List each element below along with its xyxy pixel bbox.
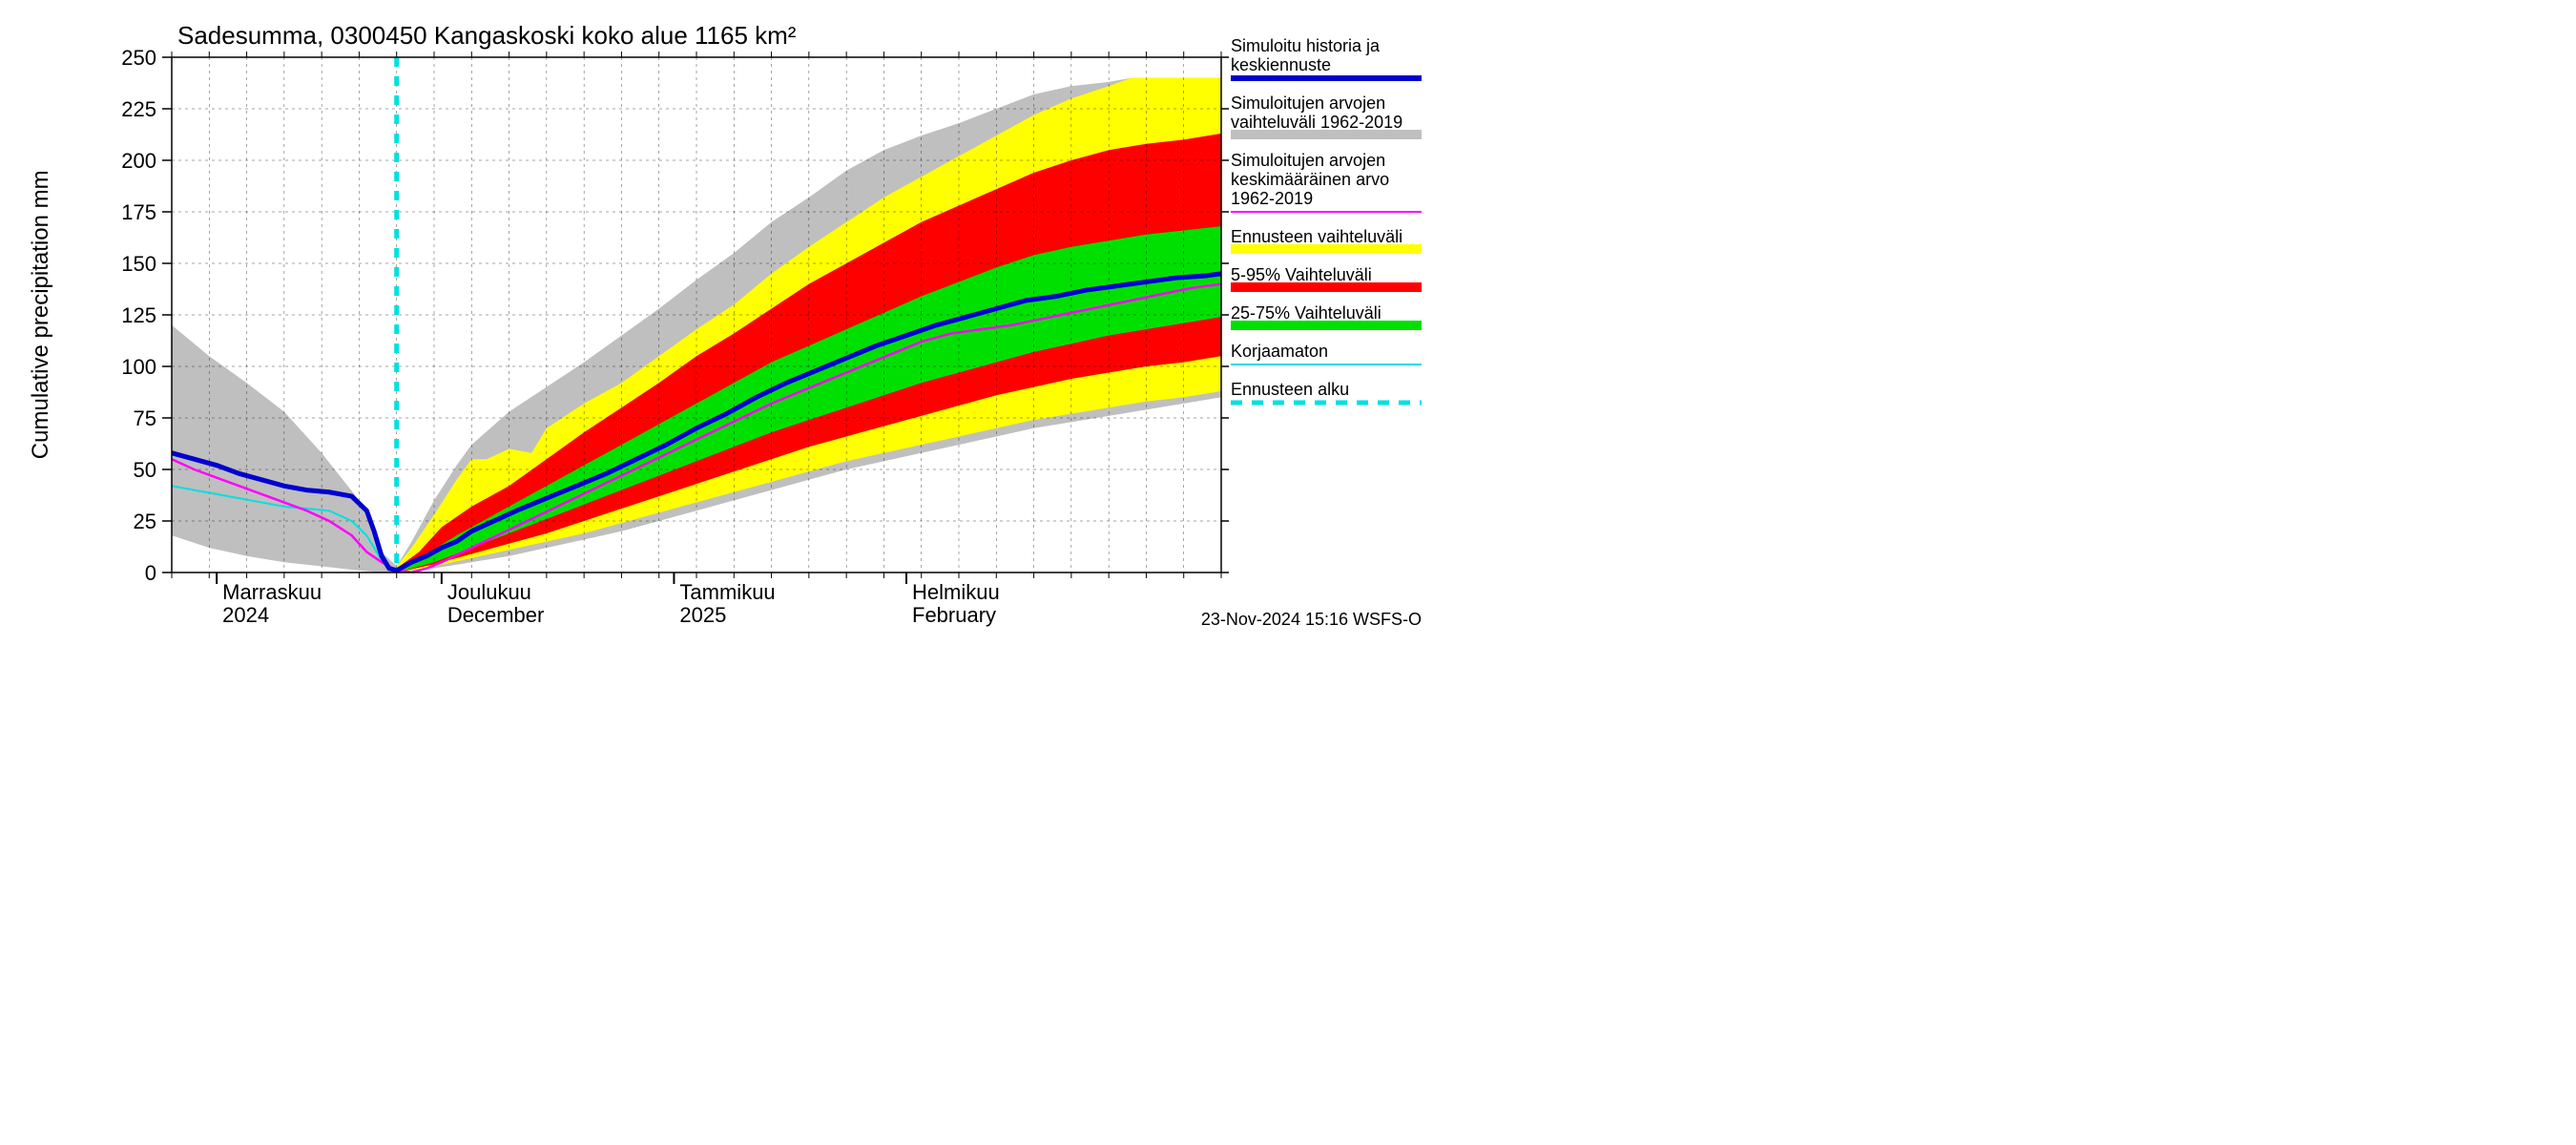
- precipitation-chart: 0255075100125150175200225250Marraskuu202…: [0, 0, 1431, 636]
- legend-label: Ennusteen alku: [1231, 380, 1349, 399]
- month-label-top: Marraskuu: [222, 580, 322, 604]
- legend-label: vaihteluväli 1962-2019: [1231, 113, 1402, 132]
- chart-title: Sadesumma, 0300450 Kangaskoski koko alue…: [177, 21, 797, 50]
- month-label-bottom: December: [447, 603, 544, 627]
- legend-label: 25-75% Vaihteluväli: [1231, 303, 1381, 323]
- legend-swatch: [1231, 282, 1422, 292]
- y-tick-label: 175: [121, 200, 156, 224]
- month-label-top: Joulukuu: [447, 580, 531, 604]
- y-tick-label: 75: [134, 406, 156, 430]
- legend-label: Simuloitujen arvojen: [1231, 94, 1385, 113]
- y-tick-label: 25: [134, 510, 156, 533]
- legend-swatch: [1231, 130, 1422, 139]
- legend-swatch: [1231, 244, 1422, 254]
- y-tick-label: 225: [121, 97, 156, 121]
- legend-label: keskimääräinen arvo: [1231, 170, 1389, 189]
- legend-label: 5-95% Vaihteluväli: [1231, 265, 1372, 284]
- footer-timestamp: 23-Nov-2024 15:16 WSFS-O: [1201, 610, 1422, 629]
- month-label-bottom: 2024: [222, 603, 269, 627]
- month-label-bottom: February: [912, 603, 996, 627]
- month-label-top: Tammikuu: [679, 580, 775, 604]
- legend-swatch: [1231, 321, 1422, 330]
- month-label-top: Helmikuu: [912, 580, 1000, 604]
- y-tick-label: 150: [121, 252, 156, 276]
- legend-label: Simuloitu historia ja: [1231, 36, 1381, 55]
- y-tick-label: 100: [121, 355, 156, 379]
- legend-label: 1962-2019: [1231, 189, 1313, 208]
- y-tick-label: 125: [121, 303, 156, 327]
- y-tick-label: 250: [121, 46, 156, 70]
- y-tick-label: 0: [145, 561, 156, 585]
- legend-label: keskiennuste: [1231, 55, 1331, 74]
- legend-label: Ennusteen vaihteluväli: [1231, 227, 1402, 246]
- month-label-bottom: 2025: [679, 603, 726, 627]
- y-axis-label: Cumulative precipitation mm: [28, 170, 53, 459]
- legend-label: Korjaamaton: [1231, 342, 1328, 361]
- y-tick-label: 200: [121, 149, 156, 173]
- legend-label: Simuloitujen arvojen: [1231, 151, 1385, 170]
- y-tick-label: 50: [134, 458, 156, 482]
